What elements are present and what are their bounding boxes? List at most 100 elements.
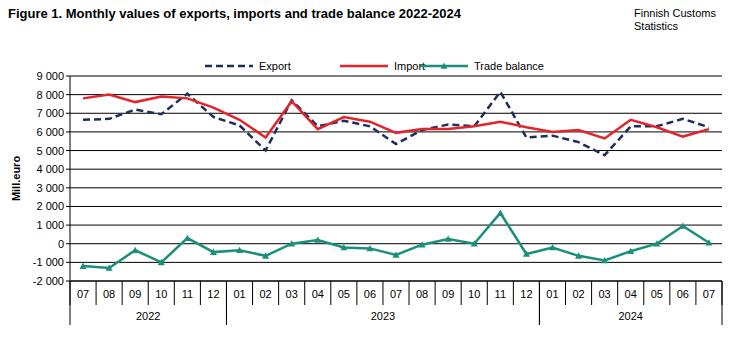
category-separator — [617, 281, 618, 305]
category-separator — [356, 281, 357, 305]
y-tick-label: 5 000 — [36, 145, 64, 157]
category-separator — [382, 281, 383, 305]
x-tick-label: 06 — [677, 288, 689, 300]
group-separator — [226, 281, 227, 325]
marker — [262, 252, 269, 258]
series-line — [83, 95, 709, 139]
category-separator — [591, 281, 592, 305]
tick — [66, 206, 70, 207]
y-tick-label: 9 000 — [36, 70, 64, 82]
marker — [184, 235, 191, 241]
grid-line — [70, 113, 722, 114]
grid-line — [70, 150, 722, 151]
grid-line — [70, 206, 722, 207]
tick — [66, 76, 70, 77]
category-separator — [174, 281, 175, 305]
marker — [653, 240, 660, 246]
tick — [66, 150, 70, 151]
category-separator — [409, 281, 410, 305]
marker — [132, 247, 139, 253]
marker — [210, 249, 217, 255]
x-tick-label: 09 — [442, 288, 454, 300]
x-tick-label: 06 — [364, 288, 376, 300]
category-separator — [695, 281, 696, 305]
marker — [314, 237, 321, 243]
tick — [66, 131, 70, 132]
group-label: 2022 — [136, 310, 160, 322]
x-axis — [70, 281, 722, 282]
group-separator — [226, 281, 227, 325]
x-tick-label: 08 — [416, 288, 428, 300]
category-separator — [252, 281, 253, 305]
legend-line — [205, 65, 253, 68]
marker — [627, 248, 634, 254]
group-label: 2023 — [371, 310, 395, 322]
y-tick-label: -2 000 — [33, 275, 64, 287]
x-tick-label: 08 — [103, 288, 115, 300]
marker — [471, 240, 478, 246]
y-axis — [70, 76, 71, 281]
category-separator — [513, 281, 514, 305]
y-tick-label: 4 000 — [36, 163, 64, 175]
x-tick-label: 10 — [155, 288, 167, 300]
tick — [66, 169, 70, 170]
marker — [158, 259, 165, 265]
x-tick-label: 01 — [233, 288, 245, 300]
category-separator — [487, 281, 488, 305]
category-separator — [148, 281, 149, 305]
x-tick-label: 03 — [599, 288, 611, 300]
y-tick-label: 0 — [58, 238, 64, 250]
category-separator — [435, 281, 436, 305]
marker — [679, 223, 686, 229]
tick — [66, 94, 70, 95]
marker — [575, 252, 582, 258]
grid-line — [70, 262, 722, 263]
group-separator — [539, 281, 540, 325]
grid-line — [70, 187, 722, 188]
source: Finnish Customs — [634, 7, 716, 19]
category-separator — [96, 281, 97, 305]
category-separator — [330, 281, 331, 305]
category-separator — [278, 281, 279, 305]
y-tick-label: 8 000 — [36, 89, 64, 101]
marker — [523, 250, 530, 256]
y-tick-label: 2 000 — [36, 200, 64, 212]
legend-label: Export — [259, 60, 291, 72]
category-separator — [643, 281, 644, 305]
x-tick-label: 11 — [495, 288, 506, 300]
tick — [66, 281, 70, 282]
x-tick-label: 04 — [312, 288, 324, 300]
category-separator — [304, 281, 305, 305]
marker — [288, 240, 295, 246]
category-separator — [565, 281, 566, 305]
x-tick-label: 07 — [703, 288, 715, 300]
group-label: 2024 — [618, 310, 642, 322]
marker — [549, 244, 556, 250]
legend-label: Trade balance — [474, 60, 544, 72]
legend-marker — [441, 63, 448, 69]
group-separator — [70, 281, 71, 325]
marker — [601, 257, 608, 263]
x-tick-label: 05 — [338, 288, 350, 300]
x-tick-label: 07 — [390, 288, 402, 300]
grid-line — [70, 169, 722, 170]
grid-line — [70, 225, 722, 226]
group-separator — [539, 281, 540, 325]
category-separator — [461, 281, 462, 305]
marker — [366, 245, 373, 251]
marker — [497, 209, 504, 215]
x-tick-label: 09 — [129, 288, 141, 300]
category-separator — [669, 281, 670, 305]
x-tick-label: 03 — [286, 288, 298, 300]
grid-line — [70, 76, 722, 77]
group-separator — [722, 281, 723, 325]
marker — [445, 236, 452, 242]
y-tick-label: 3 000 — [36, 182, 64, 194]
y-tick-label: 7 000 — [36, 107, 64, 119]
tick — [66, 262, 70, 263]
legend-line — [340, 65, 388, 68]
x-tick-label: 01 — [546, 288, 558, 300]
grid-line — [70, 281, 722, 282]
marker — [340, 244, 347, 250]
grid-line — [70, 243, 722, 244]
